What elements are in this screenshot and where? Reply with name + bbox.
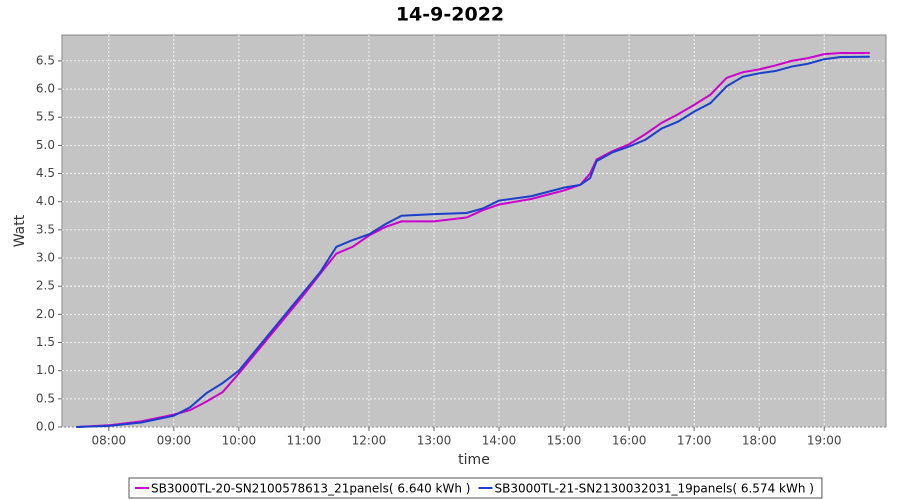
- series-line: [76, 55, 870, 428]
- y-tick-label: 2.0: [36, 307, 55, 321]
- y-tick-label: 3.5: [36, 222, 55, 236]
- legend-label: SB3000TL-21-SN2130032031_19panels( 6.574…: [494, 482, 813, 496]
- x-tick-label: 17:00: [677, 434, 712, 448]
- y-tick-label: 0.0: [36, 420, 55, 434]
- x-tick-label: 19:00: [807, 434, 842, 448]
- x-tick-label: 10:00: [222, 434, 257, 448]
- series-line: [76, 52, 870, 428]
- y-tick-label: 6.0: [36, 82, 55, 96]
- x-tick-label: 09:00: [157, 434, 192, 448]
- y-tick-label: 2.5: [36, 279, 55, 293]
- y-tick-label: 4.5: [36, 166, 55, 180]
- x-tick-label: 18:00: [742, 434, 777, 448]
- chart-title: 14-9-2022: [396, 4, 504, 26]
- y-tick-label: 3.0: [36, 251, 55, 265]
- y-tick-label: 5.5: [36, 110, 55, 124]
- y-tick-label: 0.5: [36, 391, 55, 405]
- x-tick-label: 12:00: [352, 434, 387, 448]
- y-tick-label: 4.0: [36, 194, 55, 208]
- x-tick-label: 08:00: [92, 434, 127, 448]
- legend-box: [128, 477, 823, 499]
- y-axis-title: Watt: [12, 214, 28, 247]
- y-tick-label: 1.0: [36, 363, 55, 377]
- legend-label: SB3000TL-20-SN2100578613_21panels( 6.640…: [151, 482, 470, 496]
- x-tick-label: 14:00: [482, 434, 517, 448]
- y-tick-label: 5.0: [36, 138, 55, 152]
- x-tick-label: 16:00: [612, 434, 647, 448]
- y-tick-label: 6.5: [36, 53, 55, 67]
- y-tick-label: 1.5: [36, 335, 55, 349]
- x-tick-label: 15:00: [547, 434, 582, 448]
- x-axis-title: time: [458, 452, 490, 468]
- x-tick-label: 11:00: [287, 434, 322, 448]
- x-tick-label: 13:00: [417, 434, 452, 448]
- plot-area: [61, 34, 887, 428]
